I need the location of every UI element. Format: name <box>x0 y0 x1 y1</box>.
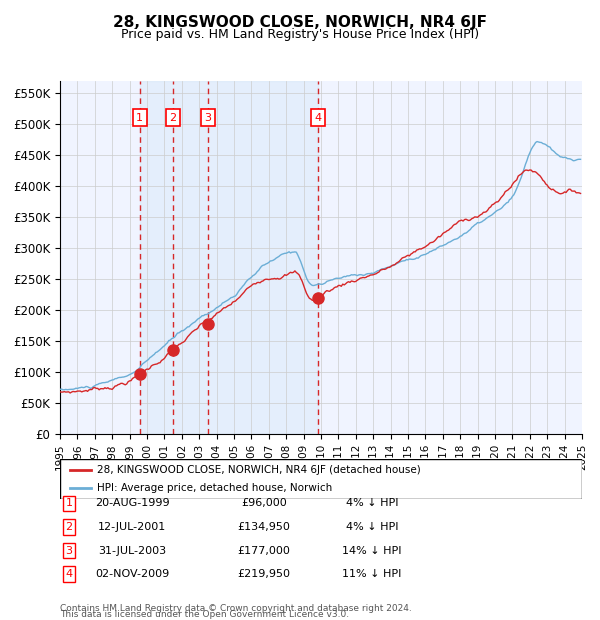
Text: £96,000: £96,000 <box>241 498 287 508</box>
Text: Contains HM Land Registry data © Crown copyright and database right 2024.: Contains HM Land Registry data © Crown c… <box>60 603 412 613</box>
Text: £177,000: £177,000 <box>238 546 290 556</box>
Bar <box>140 81 318 434</box>
Text: 31-JUL-2003: 31-JUL-2003 <box>98 546 166 556</box>
Text: 14% ↓ HPI: 14% ↓ HPI <box>342 546 402 556</box>
Text: 4% ↓ HPI: 4% ↓ HPI <box>346 522 398 532</box>
Text: 1: 1 <box>136 113 143 123</box>
Text: This data is licensed under the Open Government Licence v3.0.: This data is licensed under the Open Gov… <box>60 609 349 619</box>
Text: 02-NOV-2009: 02-NOV-2009 <box>95 569 169 579</box>
Text: 3: 3 <box>205 113 211 123</box>
Text: 2: 2 <box>65 522 73 532</box>
Text: HPI: Average price, detached house, Norwich: HPI: Average price, detached house, Norw… <box>97 483 332 493</box>
FancyBboxPatch shape <box>60 459 582 499</box>
Text: 28, KINGSWOOD CLOSE, NORWICH, NR4 6JF: 28, KINGSWOOD CLOSE, NORWICH, NR4 6JF <box>113 16 487 30</box>
Text: £219,950: £219,950 <box>238 569 290 579</box>
Text: 3: 3 <box>65 546 73 556</box>
Text: 2: 2 <box>170 113 176 123</box>
Text: 11% ↓ HPI: 11% ↓ HPI <box>343 569 401 579</box>
Text: 28, KINGSWOOD CLOSE, NORWICH, NR4 6JF (detached house): 28, KINGSWOOD CLOSE, NORWICH, NR4 6JF (d… <box>97 465 420 475</box>
Text: 1: 1 <box>65 498 73 508</box>
Text: 20-AUG-1999: 20-AUG-1999 <box>95 498 169 508</box>
Text: 4% ↓ HPI: 4% ↓ HPI <box>346 498 398 508</box>
Text: 4: 4 <box>314 113 322 123</box>
Text: £134,950: £134,950 <box>238 522 290 532</box>
Text: Price paid vs. HM Land Registry's House Price Index (HPI): Price paid vs. HM Land Registry's House … <box>121 28 479 41</box>
Text: 4: 4 <box>65 569 73 579</box>
Text: 12-JUL-2001: 12-JUL-2001 <box>98 522 166 532</box>
